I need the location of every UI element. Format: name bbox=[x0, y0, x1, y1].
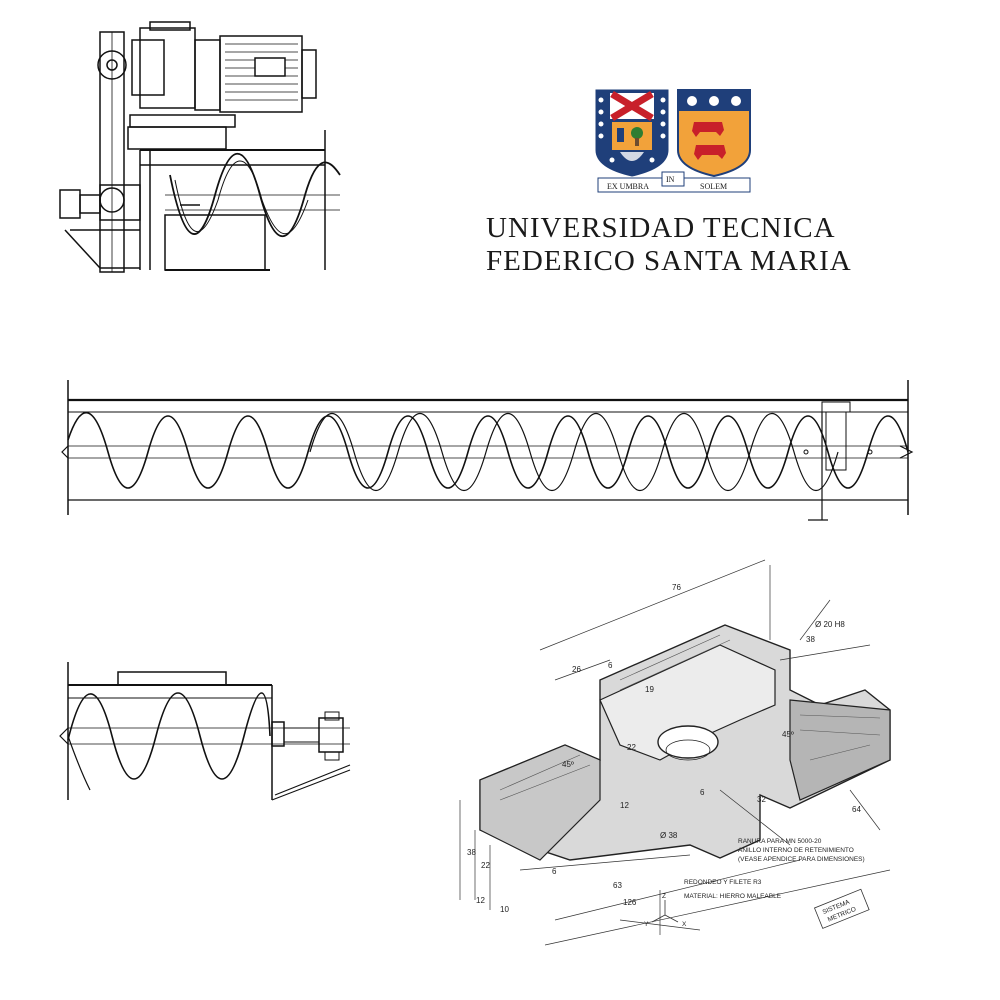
note-ranura: RANURA PARA MN 5000-20 bbox=[738, 838, 822, 845]
university-shield-logo: EX UMBRA IN SOLEM bbox=[595, 89, 751, 193]
isometric-dimension-labels: 76 Ø 20 H8 38 26 6 19 22 45º 45º 12 6 32… bbox=[467, 583, 870, 929]
dim-45a: 45º bbox=[562, 760, 574, 769]
dim-6a: 6 bbox=[608, 661, 613, 670]
dim-20h8: Ø 20 H8 bbox=[815, 620, 845, 629]
note-anillo: ANILLO INTERNO DE RETENIMIENTO bbox=[738, 847, 854, 854]
dim-6b: 6 bbox=[700, 788, 705, 797]
bore-hole bbox=[657, 725, 719, 759]
dim-12b: 12 bbox=[476, 896, 485, 905]
note-material: MATERIAL: HIERRO MALEABLE bbox=[684, 893, 782, 900]
part-face-front bbox=[479, 744, 601, 861]
conveyor-long-view bbox=[61, 380, 914, 521]
dim-38a: 38 bbox=[806, 635, 815, 644]
university-name-line2: FEDERICO SANTA MARIA bbox=[486, 245, 852, 277]
dim-64: 64 bbox=[852, 805, 861, 814]
university-name-line1: UNIVERSIDAD TECNICA bbox=[486, 212, 836, 244]
axis-x-label: X bbox=[682, 921, 687, 928]
dim-38c: 38 bbox=[467, 848, 476, 857]
dim-76: 76 bbox=[672, 583, 681, 592]
motto-right: SOLEM bbox=[700, 182, 727, 191]
dim-63: 63 bbox=[613, 881, 622, 890]
conveyor-drive-view bbox=[59, 21, 341, 273]
dim-126: 126 bbox=[623, 898, 637, 907]
dim-6c: 6 bbox=[552, 867, 557, 876]
motto-left: EX UMBRA bbox=[607, 182, 649, 191]
axis-y-label: Y bbox=[644, 921, 649, 928]
sistema-metrico-stamp: SISTEMA METRICO bbox=[813, 888, 870, 929]
axis-z-label: Z bbox=[662, 893, 666, 900]
dim-32: 32 bbox=[757, 795, 766, 804]
note-vease: (VEASE APENDICE PARA DIMENSIONES) bbox=[738, 856, 865, 863]
isometric-part-drawing bbox=[459, 559, 891, 946]
dim-22b: 22 bbox=[481, 861, 490, 870]
dim-22: 22 bbox=[627, 743, 636, 752]
dim-26: 26 bbox=[572, 665, 581, 674]
part-face-slot bbox=[599, 644, 776, 761]
conveyor-tail-view bbox=[59, 662, 351, 801]
dim-19: 19 bbox=[645, 685, 654, 694]
motto-mid: IN bbox=[666, 175, 675, 184]
dim-38b: Ø 38 bbox=[660, 831, 678, 840]
note-redondeo: REDONDEO Y FILETE R3 bbox=[684, 879, 762, 886]
dim-45b: 45º bbox=[782, 730, 794, 739]
dim-10: 10 bbox=[500, 905, 509, 914]
axis-triad bbox=[651, 900, 679, 923]
dim-12a: 12 bbox=[620, 801, 629, 810]
